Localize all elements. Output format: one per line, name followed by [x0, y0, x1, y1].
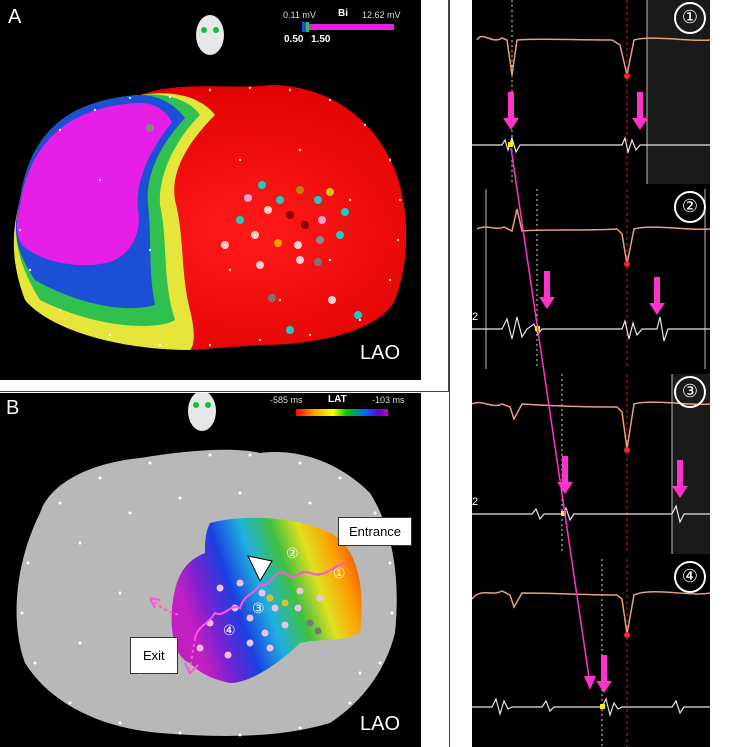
- marker-3: ③: [252, 601, 265, 617]
- voltage-scale-bar: [308, 24, 394, 30]
- egm-trace: [472, 316, 710, 342]
- electrogram-column: ① ② 2: [472, 0, 710, 747]
- egm-strip-3: ③ 2: [472, 374, 710, 554]
- panel-a-label: A: [8, 6, 22, 28]
- egm-trace: [472, 697, 710, 718]
- lat-scale-bar: [296, 409, 388, 416]
- min-lat-label: -585 ms: [270, 395, 303, 405]
- voltage-mode-label: Bi: [338, 8, 348, 19]
- face-orientation-icon: [196, 15, 224, 55]
- face-orientation-icon: [188, 393, 216, 431]
- strip-number-4: ④: [674, 561, 706, 593]
- egm-strip-1: ①: [472, 0, 710, 184]
- arrow-markers: [539, 271, 665, 315]
- arrow-markers: [503, 92, 648, 130]
- marker-4: ④: [223, 623, 236, 639]
- egm-strip-2: ② 2: [472, 189, 710, 369]
- circuit-markers: ① ② ③ ④: [223, 546, 346, 639]
- high-threshold-label: 1.50: [311, 34, 331, 45]
- mapping-points: [18, 86, 402, 347]
- egm-trace: [472, 135, 710, 155]
- panel-a-voltage-map: A 0.11 mV Bi 12.62 mV 0.50 1.50 LAO: [0, 0, 421, 380]
- ablation-tags: [196, 579, 324, 659]
- max-lat-label: -103 ms: [372, 395, 405, 405]
- ecg-trace: [476, 208, 710, 265]
- low-threshold-label: 0.50: [284, 34, 304, 45]
- strip-side-text-2: 2: [472, 311, 479, 323]
- reentry-circuit-path: [149, 562, 346, 675]
- panel-b-view-label: LAO: [360, 713, 401, 735]
- ecg-trace: [476, 35, 710, 76]
- activation-map-graphic: ① ② ③ ④: [16, 393, 397, 737]
- strip-number-3: ③: [674, 376, 706, 408]
- strip-number-2: ②: [674, 191, 706, 223]
- panel-b-activation-map: ① ② ③ ④ B -585 ms LAT -103 ms Entrance E…: [0, 393, 421, 747]
- max-voltage-label: 12.62 mV: [362, 10, 401, 20]
- arrow-markers: [557, 456, 688, 498]
- egm-strip-4: ④: [472, 559, 710, 747]
- exit-callout: Exit: [130, 637, 178, 674]
- marker-2: ②: [286, 546, 299, 562]
- ablation-tags: [146, 124, 362, 334]
- strip-number-1: ①: [674, 2, 706, 34]
- strip-side-text-3: 2: [472, 496, 479, 508]
- voltage-map-graphic: [13, 15, 407, 351]
- mapping-points: [20, 453, 394, 737]
- marker-1: ①: [333, 566, 346, 582]
- right-column-frame: [449, 0, 450, 747]
- min-voltage-label: 0.11 mV: [283, 10, 316, 20]
- arrowhead-marker: [247, 555, 273, 583]
- arrow-markers: [596, 655, 612, 693]
- entrance-callout: Entrance: [338, 517, 413, 546]
- panel-b-label: B: [6, 397, 20, 419]
- ecg-trace: [472, 590, 710, 635]
- panel-a-view-label: LAO: [360, 342, 401, 364]
- lat-mode-label: LAT: [328, 394, 347, 405]
